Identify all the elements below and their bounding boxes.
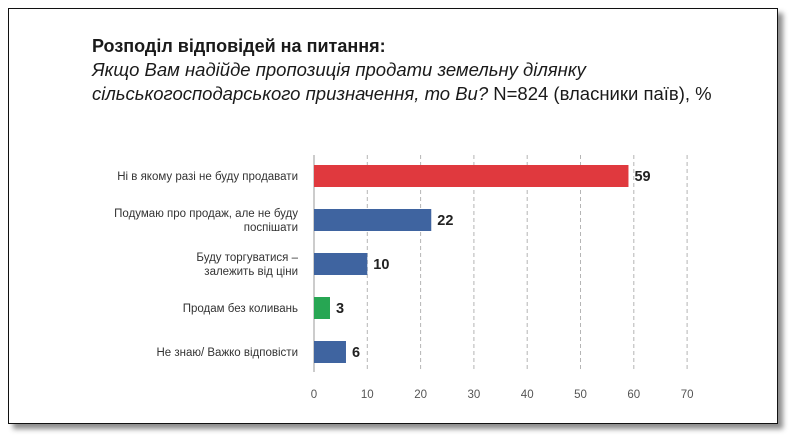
data-label: 59 (634, 169, 650, 185)
chart-subtitle: Якщо Вам надійде пропозиція продати земе… (92, 58, 732, 106)
bar (314, 341, 346, 363)
chart-title: Розподіл відповідей на питання: (92, 36, 386, 56)
data-label: 22 (437, 213, 453, 229)
x-tick-label: 20 (414, 389, 427, 401)
x-tick-label: 70 (681, 389, 694, 401)
data-label: 6 (352, 345, 360, 361)
bar (314, 297, 330, 319)
bar (314, 209, 432, 231)
data-label: 3 (336, 301, 344, 317)
x-tick-label: 30 (468, 389, 481, 401)
category-label: Подумаю про продаж, але не буду (114, 208, 298, 220)
category-label: Не знаю/ Важко відповісти (156, 347, 298, 359)
category-label: Буду торгуватися – (196, 252, 298, 264)
category-label: залежить від ціни (204, 266, 298, 278)
bar (314, 165, 629, 187)
data-label: 10 (373, 257, 389, 273)
x-tick-label: 50 (574, 389, 587, 401)
category-label: поспішати (244, 222, 298, 234)
category-label: Продам без коливань (183, 303, 298, 315)
x-tick-label: 40 (521, 389, 534, 401)
x-tick-label: 0 (311, 389, 317, 401)
chart-sample-note: N=824 (власники паїв), % (488, 83, 712, 104)
x-tick-label: 60 (627, 389, 640, 401)
chart-title-block: Розподіл відповідей на питання: Якщо Вам… (92, 34, 732, 106)
bar (314, 253, 368, 275)
x-tick-label: 10 (361, 389, 374, 401)
chart-question: Якщо Вам надійде пропозиція продати земе… (92, 59, 586, 104)
category-label: Ні в якому разі не буду продавати (117, 171, 298, 183)
